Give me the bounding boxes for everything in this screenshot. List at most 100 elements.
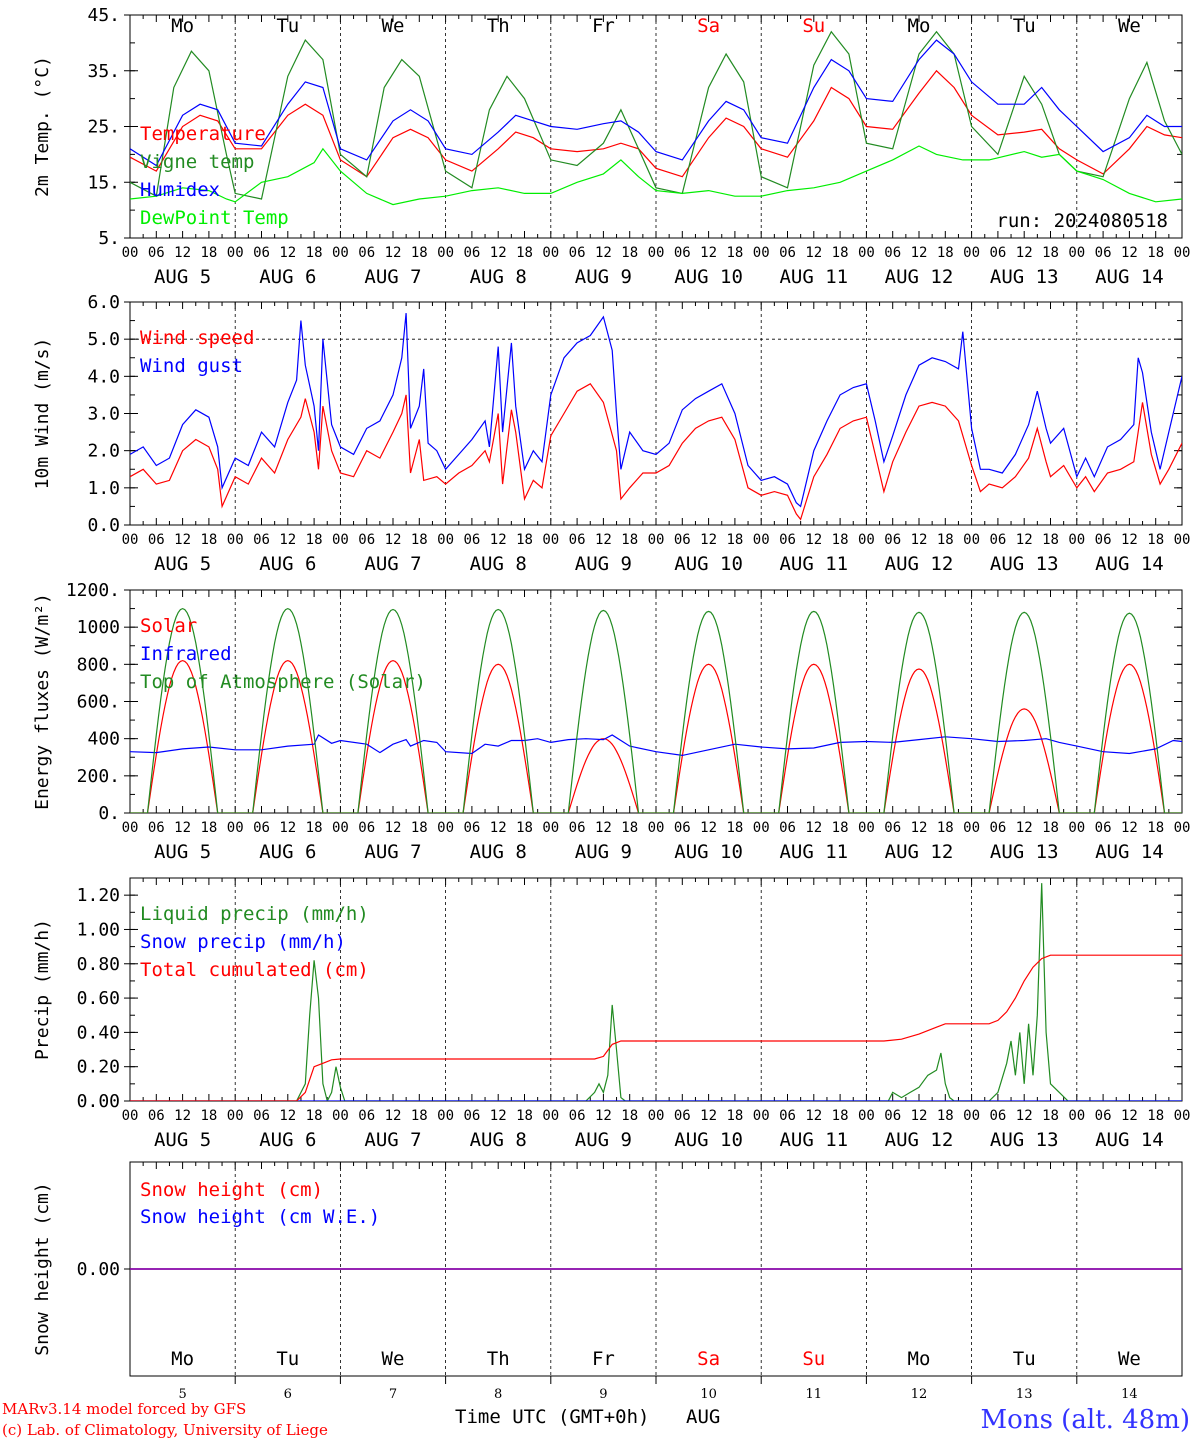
hour-tick-label: 18 bbox=[621, 532, 638, 548]
day-label: AUG 10 bbox=[674, 266, 743, 288]
hour-tick-label: 18 bbox=[411, 820, 428, 836]
hour-tick-label: 00 bbox=[542, 820, 559, 836]
day-label: AUG 14 bbox=[1095, 266, 1164, 288]
hour-tick-label: 00 bbox=[122, 1108, 139, 1124]
hour-tick-label: 00 bbox=[332, 245, 349, 261]
hour-tick-label: 18 bbox=[726, 532, 743, 548]
hour-tick-label: 12 bbox=[911, 245, 928, 261]
weekday-label-bottom: We bbox=[1118, 1348, 1141, 1370]
day-label: AUG 11 bbox=[779, 1129, 848, 1151]
legend-entry: Liquid precip (mm/h) bbox=[140, 903, 369, 925]
series-line-solar bbox=[130, 659, 1182, 813]
hour-tick-label: 18 bbox=[200, 1108, 217, 1124]
weekday-label-bottom: Fr bbox=[592, 1348, 615, 1370]
hour-tick-label: 06 bbox=[674, 532, 691, 548]
hour-tick-label: 12 bbox=[1121, 820, 1138, 836]
weekday-label: We bbox=[382, 15, 405, 37]
hour-tick-label: 00 bbox=[122, 820, 139, 836]
hour-tick-label: 12 bbox=[490, 245, 507, 261]
hour-tick-label: 06 bbox=[884, 820, 901, 836]
hour-tick-label: 12 bbox=[1016, 1108, 1033, 1124]
hour-tick-label: 12 bbox=[490, 1108, 507, 1124]
weekday-label: Fr bbox=[592, 15, 615, 37]
hour-tick-label: 12 bbox=[1016, 820, 1033, 836]
hour-tick-label: 12 bbox=[174, 245, 191, 261]
hour-tick-label: 06 bbox=[779, 532, 796, 548]
hour-tick-label: 00 bbox=[753, 532, 770, 548]
hour-tick-label: 00 bbox=[1068, 820, 1085, 836]
panel-precip: 0.00 0.20 0.40 0.60 0.80 1.00 1.20 Precip (mm/h… bbox=[32, 877, 1183, 1112]
y-tick-label: 600. bbox=[77, 692, 120, 713]
y-tick-label: 0.00 bbox=[77, 1091, 120, 1112]
day-label: AUG 8 bbox=[470, 841, 527, 863]
panel-temperature: 5. 15. 25. 35. 45. 2m Temp. (°C) Temperature Vi… bbox=[32, 5, 1183, 249]
hour-tick-label: 12 bbox=[385, 1108, 402, 1124]
bottom-day-number: 8 bbox=[494, 1387, 502, 1402]
hour-tick-label: 12 bbox=[805, 245, 822, 261]
y-tick-label: 3.0 bbox=[87, 404, 120, 425]
run-label: run: 2024080518 bbox=[996, 210, 1168, 232]
day-label: AUG 12 bbox=[885, 553, 954, 575]
hour-tick-label: 18 bbox=[937, 532, 954, 548]
day-label: AUG 10 bbox=[674, 553, 743, 575]
y-tick-label: 1200. bbox=[66, 580, 120, 601]
day-label: AUG 13 bbox=[990, 266, 1059, 288]
hour-tick-label: 06 bbox=[569, 820, 586, 836]
hour-tick-label: 12 bbox=[1016, 245, 1033, 261]
bottom-day-number: 10 bbox=[700, 1387, 717, 1402]
weekday-label: Tu bbox=[276, 15, 299, 37]
day-label: AUG 11 bbox=[779, 841, 848, 863]
hour-tick-label: 00 bbox=[1174, 532, 1191, 548]
hour-tick-label: 18 bbox=[306, 532, 323, 548]
hour-tick-label: 18 bbox=[1042, 820, 1059, 836]
day-label: AUG 8 bbox=[470, 553, 527, 575]
day-label: AUG 12 bbox=[885, 1129, 954, 1151]
legend-entry: DewPoint Temp bbox=[140, 207, 289, 229]
hour-tick-label: 00 bbox=[1068, 532, 1085, 548]
hour-tick-label: 12 bbox=[700, 820, 717, 836]
hour-tick-label: 18 bbox=[937, 1108, 954, 1124]
y-tick-label: 35. bbox=[87, 61, 120, 82]
hour-tick-label: 00 bbox=[437, 532, 454, 548]
hour-tick-label: 00 bbox=[753, 1108, 770, 1124]
bottom-day-number: 6 bbox=[284, 1387, 292, 1402]
y-tick-label: 2.0 bbox=[87, 441, 120, 462]
hour-tick-label: 12 bbox=[700, 532, 717, 548]
series-line-dewpoint-temp bbox=[130, 145, 1182, 206]
hour-tick-label: 00 bbox=[542, 1108, 559, 1124]
day-label: AUG 14 bbox=[1095, 841, 1164, 863]
hour-tick-label: 00 bbox=[122, 532, 139, 548]
y-tick-label: 15. bbox=[87, 172, 120, 193]
legend-entry: Snow precip (mm/h) bbox=[140, 931, 346, 953]
hour-tick-label: 06 bbox=[253, 820, 270, 836]
day-label: AUG 14 bbox=[1095, 1129, 1164, 1151]
weekday-label: Su bbox=[802, 15, 825, 37]
hour-tick-label: 18 bbox=[621, 245, 638, 261]
hour-tick-label: 06 bbox=[253, 245, 270, 261]
hour-tick-label: 06 bbox=[148, 245, 165, 261]
hour-tick-label: 18 bbox=[1042, 245, 1059, 261]
day-label: AUG 13 bbox=[990, 553, 1059, 575]
hour-tick-label: 06 bbox=[674, 1108, 691, 1124]
hour-tick-label: 00 bbox=[753, 245, 770, 261]
hour-tick-label: 18 bbox=[411, 245, 428, 261]
hour-tick-label: 12 bbox=[1016, 532, 1033, 548]
hour-tick-label: 06 bbox=[569, 1108, 586, 1124]
legend-entry: Humidex bbox=[140, 179, 220, 201]
hour-tick-label: 06 bbox=[148, 1108, 165, 1124]
hour-tick-label: 18 bbox=[516, 820, 533, 836]
hour-tick-label: 18 bbox=[726, 245, 743, 261]
hour-tick-label: 06 bbox=[463, 820, 480, 836]
hour-tick-label: 18 bbox=[1042, 1108, 1059, 1124]
hour-tick-label: 06 bbox=[884, 532, 901, 548]
hour-tick-label: 12 bbox=[911, 820, 928, 836]
day-label: AUG 6 bbox=[259, 1129, 316, 1151]
y-tick-label: 5. bbox=[98, 228, 120, 249]
y-tick-label: 1.00 bbox=[77, 919, 120, 940]
day-label: AUG 12 bbox=[885, 266, 954, 288]
hour-tick-label: 18 bbox=[516, 532, 533, 548]
hour-tick-label: 18 bbox=[516, 245, 533, 261]
hour-tick-label: 18 bbox=[1147, 820, 1164, 836]
plot-area bbox=[130, 607, 1182, 813]
hour-tick-label: 12 bbox=[595, 820, 612, 836]
